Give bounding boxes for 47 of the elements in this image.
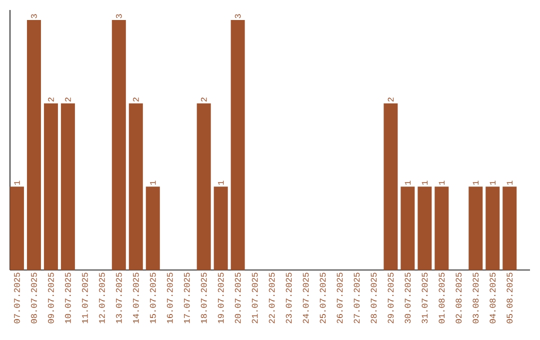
x-tick-label: 24.07.2025 <box>302 272 309 324</box>
x-tick-label: 28.07.2025 <box>370 272 377 324</box>
x-tick-label: 02.08.2025 <box>456 272 462 324</box>
data-label: 1 <box>438 180 444 185</box>
x-tick-label: 29.07.2025 <box>388 272 394 324</box>
data-label: 2 <box>133 98 139 102</box>
x-tick-label: 26.07.2025 <box>336 272 343 324</box>
x-tick-label: 05.08.2025 <box>506 272 513 324</box>
data-label: 1 <box>218 180 224 185</box>
data-label: 2 <box>48 98 54 102</box>
data-label: 1 <box>506 180 512 185</box>
x-tick-label: 19.07.2025 <box>218 272 224 324</box>
x-tick-label: 22.07.2025 <box>268 272 275 324</box>
data-label: 1 <box>422 180 428 185</box>
x-tick-label: 11.07.2025 <box>82 272 88 324</box>
x-tick-label: 04.08.2025 <box>490 272 496 324</box>
x-tick-label: 30.07.2025 <box>404 272 411 324</box>
data-label: 1 <box>404 180 411 185</box>
data-label: 1 <box>472 180 478 185</box>
data-label: 1 <box>150 180 156 185</box>
data-label: 3 <box>31 14 37 18</box>
x-tick-label: 15.07.2025 <box>150 272 156 324</box>
data-label: 3 <box>116 14 122 18</box>
x-tick-label: 31.07.2025 <box>422 272 428 324</box>
x-tick-label: 27.07.2025 <box>354 272 360 324</box>
x-tick-label: 25.07.2025 <box>320 272 326 324</box>
x-tick-label: 08.07.2025 <box>31 272 37 324</box>
x-tick-label: 10.07.2025 <box>65 272 71 324</box>
data-label: 3 <box>234 14 241 18</box>
x-tick-label: 14.07.2025 <box>132 272 139 324</box>
x-tick-label: 07.07.2025 <box>14 272 20 324</box>
data-label: 2 <box>65 98 71 102</box>
data-label: 1 <box>14 180 20 185</box>
x-tick-label: 13.07.2025 <box>116 272 122 324</box>
x-tick-label: 17.07.2025 <box>184 272 190 324</box>
data-label: 2 <box>388 98 394 102</box>
data-label: 2 <box>200 98 207 102</box>
data-label: 1 <box>490 180 496 185</box>
x-tick-label: 20.07.2025 <box>234 272 241 324</box>
x-tick-label: 21.07.2025 <box>252 272 258 324</box>
x-tick-label: 23.07.2025 <box>286 272 292 324</box>
x-tick-label: 18.07.2025 <box>200 272 207 324</box>
x-tick-label: 16.07.2025 <box>166 272 173 324</box>
x-tick-label: 01.08.2025 <box>438 272 445 324</box>
x-tick-label: 09.07.2025 <box>48 272 54 324</box>
x-tick-label: 03.08.2025 <box>472 272 479 324</box>
x-tick-label: 12.07.2025 <box>98 272 105 324</box>
